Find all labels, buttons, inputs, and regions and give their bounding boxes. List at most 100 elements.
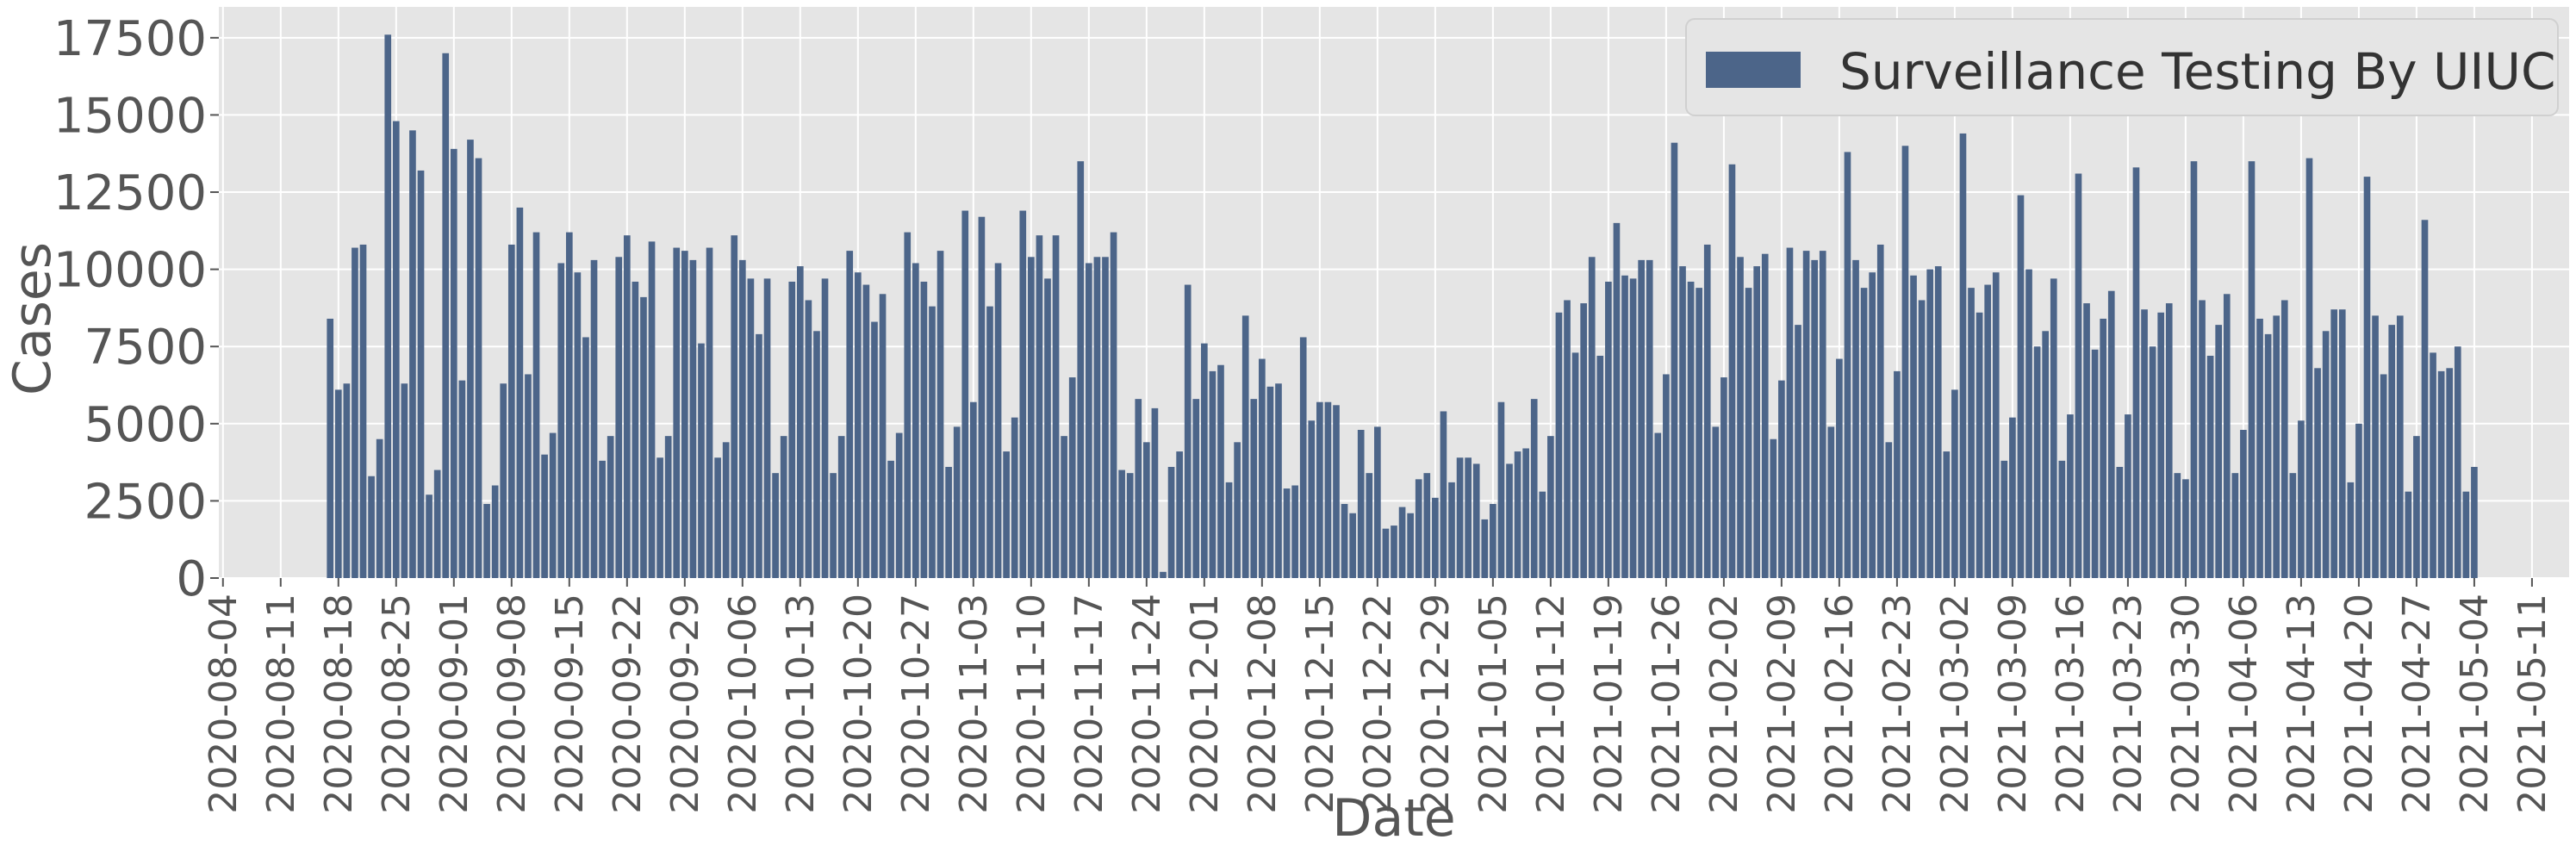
x-tick-label: 2020-09-08 <box>490 594 534 814</box>
bar <box>978 216 986 578</box>
bar <box>673 247 681 578</box>
bar <box>2347 482 2355 578</box>
bar <box>837 436 845 578</box>
x-tick-label: 2021-05-11 <box>2511 594 2554 814</box>
bar <box>1052 235 1060 578</box>
bar <box>689 259 697 578</box>
bar <box>2182 479 2189 578</box>
bar <box>1802 251 1810 578</box>
bar <box>846 251 854 578</box>
bar <box>2000 460 2008 578</box>
bar <box>813 331 820 578</box>
bar <box>599 460 606 578</box>
bar <box>1102 257 1109 578</box>
bar <box>1398 507 1406 578</box>
x-tick-label: 2021-02-23 <box>1876 594 1920 814</box>
bar <box>1093 257 1101 578</box>
bar <box>2017 195 2025 579</box>
bar <box>475 158 482 579</box>
bar <box>1547 436 1554 578</box>
x-tick-label: 2021-01-05 <box>1472 594 1515 814</box>
bar <box>1225 482 1233 578</box>
y-tick-label: 7500 <box>84 320 207 376</box>
bar <box>1679 266 1686 578</box>
bar <box>2372 315 2379 578</box>
bar <box>516 207 524 578</box>
bar <box>1234 442 1241 578</box>
bar <box>731 235 738 578</box>
x-tick-label: 2021-02-16 <box>1818 594 1862 814</box>
bar <box>1910 275 1917 578</box>
bar <box>2305 158 2313 579</box>
bar <box>1555 312 1563 578</box>
bar <box>1259 358 1266 578</box>
bar <box>1407 513 1414 578</box>
bar <box>2149 346 2156 578</box>
bar <box>1671 142 1678 578</box>
bar <box>1003 451 1010 578</box>
bar <box>632 281 639 578</box>
bar <box>1984 284 1992 578</box>
bar <box>961 210 969 578</box>
bar <box>1291 485 1298 578</box>
bar <box>780 436 787 578</box>
bar <box>1349 513 1356 578</box>
bar <box>1926 269 1934 578</box>
bar <box>2165 303 2173 578</box>
bar <box>714 457 721 578</box>
bar <box>615 257 623 578</box>
bar <box>2330 309 2338 578</box>
bar <box>722 442 730 578</box>
bar <box>1266 386 1274 578</box>
bar <box>2199 300 2206 578</box>
bar <box>2430 352 2436 578</box>
bar <box>747 278 755 578</box>
bar <box>352 247 358 578</box>
bar <box>1028 257 1035 578</box>
bar <box>1456 457 1464 578</box>
bar <box>1440 411 1447 578</box>
bar <box>1646 259 1653 578</box>
y-tick-label: 2500 <box>84 474 207 530</box>
x-tick-label: 2020-12-08 <box>1241 594 1285 814</box>
x-axis-ticks: 2020-08-04 2020-08-11 2020-08-18 2020-08-25… <box>202 578 2554 814</box>
bar <box>1629 278 1637 578</box>
x-axis-label: Date <box>1332 788 1455 849</box>
bar <box>2141 309 2148 578</box>
bar <box>2355 423 2362 578</box>
bar <box>1786 247 1794 578</box>
bar <box>2190 161 2198 578</box>
bar <box>2009 417 2016 578</box>
bar <box>1324 401 1332 578</box>
bar <box>1341 503 1348 578</box>
bar <box>2298 420 2305 578</box>
bar <box>1382 528 1390 578</box>
bar <box>912 263 919 578</box>
bar <box>1860 288 1868 578</box>
bar <box>1778 380 1785 578</box>
bar <box>1795 325 1801 578</box>
legend-label: Surveillance Testing By UIUC <box>1839 42 2555 101</box>
bar <box>549 432 557 578</box>
x-tick-label: 2020-12-29 <box>1414 594 1458 814</box>
x-tick-label: 2021-04-13 <box>2280 594 2324 814</box>
bar <box>2058 460 2066 578</box>
bar <box>1901 146 1909 578</box>
bar <box>2446 368 2454 578</box>
bar <box>698 343 705 578</box>
x-tick-label: 2020-11-17 <box>1067 594 1111 814</box>
bar <box>1472 463 1480 578</box>
bar <box>772 473 779 578</box>
bar <box>2437 370 2445 578</box>
bar <box>1391 526 1397 578</box>
bar <box>1044 278 1051 578</box>
x-tick-label: 2021-01-19 <box>1587 594 1631 814</box>
legend-box <box>1685 18 2559 116</box>
x-tick-label: 2021-03-23 <box>2106 594 2150 814</box>
bar <box>1827 426 1835 578</box>
legend: Surveillance Testing By UIUC <box>1685 18 2559 116</box>
legend-swatch <box>1706 52 1801 88</box>
bar <box>855 272 862 578</box>
bar <box>1869 272 1876 578</box>
bar <box>681 251 688 578</box>
